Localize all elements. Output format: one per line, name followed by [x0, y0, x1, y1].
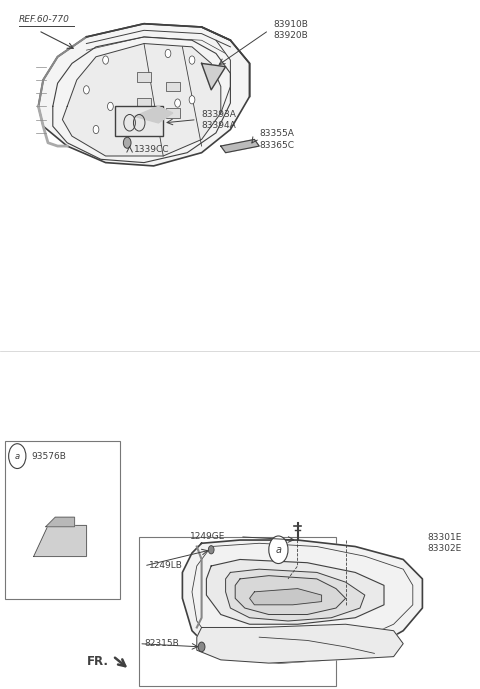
- Polygon shape: [134, 106, 173, 123]
- Polygon shape: [34, 526, 86, 557]
- Text: 83393A
83394A: 83393A 83394A: [202, 110, 237, 130]
- Polygon shape: [197, 624, 403, 663]
- Polygon shape: [206, 559, 384, 624]
- Circle shape: [208, 546, 214, 554]
- Polygon shape: [46, 517, 74, 527]
- Text: 83301E
83302E: 83301E 83302E: [427, 533, 462, 553]
- Text: 83355A
83365C: 83355A 83365C: [259, 130, 294, 150]
- FancyBboxPatch shape: [166, 108, 180, 118]
- Polygon shape: [250, 588, 322, 605]
- Text: a: a: [15, 451, 20, 461]
- Text: 1339CC: 1339CC: [134, 145, 170, 154]
- Circle shape: [103, 56, 108, 64]
- Text: REF.60-770: REF.60-770: [19, 14, 70, 23]
- Polygon shape: [226, 569, 365, 621]
- Circle shape: [189, 56, 195, 64]
- Text: 93576B: 93576B: [31, 451, 66, 461]
- Polygon shape: [62, 43, 221, 156]
- Circle shape: [84, 85, 89, 94]
- Polygon shape: [221, 139, 259, 153]
- Circle shape: [123, 137, 131, 148]
- FancyBboxPatch shape: [115, 106, 163, 136]
- Circle shape: [175, 99, 180, 107]
- Text: FR.: FR.: [86, 655, 108, 668]
- Circle shape: [93, 125, 99, 134]
- Circle shape: [9, 444, 26, 469]
- Text: 1249GE: 1249GE: [190, 533, 226, 542]
- Text: 1249LB: 1249LB: [149, 562, 183, 570]
- Circle shape: [189, 96, 195, 104]
- Polygon shape: [182, 540, 422, 663]
- Text: a: a: [276, 545, 281, 555]
- Text: 82315B: 82315B: [144, 639, 179, 648]
- Polygon shape: [202, 63, 226, 90]
- FancyBboxPatch shape: [137, 98, 151, 108]
- Text: 83910B
83920B: 83910B 83920B: [274, 20, 309, 41]
- Polygon shape: [235, 576, 346, 615]
- Polygon shape: [38, 23, 250, 166]
- FancyBboxPatch shape: [137, 72, 151, 81]
- Circle shape: [165, 50, 171, 58]
- Circle shape: [269, 536, 288, 564]
- Circle shape: [198, 642, 205, 652]
- FancyBboxPatch shape: [5, 441, 120, 599]
- FancyBboxPatch shape: [166, 81, 180, 92]
- Circle shape: [108, 102, 113, 110]
